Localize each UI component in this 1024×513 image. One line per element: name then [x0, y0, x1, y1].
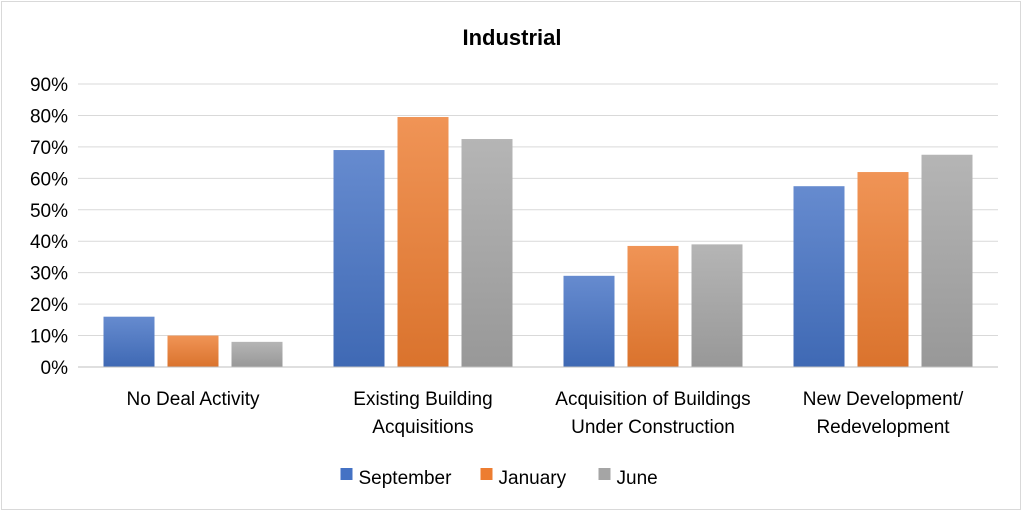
y-tick-label: 10%	[30, 327, 68, 348]
bar-september	[793, 186, 845, 367]
y-tick-label: 30%	[30, 264, 68, 285]
bar-september	[103, 316, 155, 367]
y-tick-label: 80%	[30, 106, 68, 127]
legend-swatch-september	[340, 468, 353, 480]
legend-swatch-june	[598, 468, 611, 480]
gridlines	[78, 83, 998, 337]
x-category-line: No Deal Activity	[126, 389, 260, 410]
y-tick-label: 40%	[30, 232, 68, 253]
x-axis-categories: No Deal Activity Existing Building Acquisi…	[126, 389, 963, 438]
bar-september	[333, 150, 385, 367]
x-category-label: New Development/Redevelopment	[803, 389, 964, 438]
bar-june	[461, 139, 513, 367]
x-category-line: Redevelopment	[816, 417, 950, 438]
x-category-line: Acquisition of Buildings	[555, 389, 750, 410]
legend-label-january: January	[499, 468, 567, 489]
x-category-label: No Deal Activity	[126, 389, 260, 410]
y-tick-label: 0%	[41, 358, 69, 379]
bar-june	[231, 341, 283, 367]
legend-swatch-january	[480, 468, 493, 480]
legend-label-september: September	[359, 468, 453, 489]
y-axis-ticks: 0% 10% 20% 30% 40% 50% 60% 70% 80% 90%	[30, 75, 68, 379]
y-tick-label: 70%	[30, 138, 68, 159]
legend: September January June	[340, 468, 658, 489]
x-category-line: Existing Building	[353, 389, 492, 410]
bar-june	[921, 154, 973, 367]
y-tick-label: 50%	[30, 201, 68, 222]
chart-title: Industrial	[462, 25, 561, 50]
x-category-label: Existing Building Acquisitions	[353, 389, 492, 438]
y-tick-label: 60%	[30, 169, 68, 190]
bars	[103, 117, 973, 368]
x-category-line: Acquisitions	[372, 417, 473, 438]
bar-january	[627, 245, 679, 367]
bar-january	[857, 172, 909, 367]
bar-june	[691, 244, 743, 367]
x-category-label: Acquisition of Buildings Under Constructi…	[555, 389, 750, 438]
x-category-line: Under Construction	[571, 417, 735, 438]
bar-january	[167, 335, 219, 367]
bar-january	[397, 117, 449, 368]
bar-september	[563, 275, 615, 367]
legend-label-june: June	[617, 468, 658, 489]
y-tick-label: 90%	[30, 75, 68, 96]
x-category-line: New Development/	[803, 389, 964, 410]
y-tick-label: 20%	[30, 295, 68, 316]
